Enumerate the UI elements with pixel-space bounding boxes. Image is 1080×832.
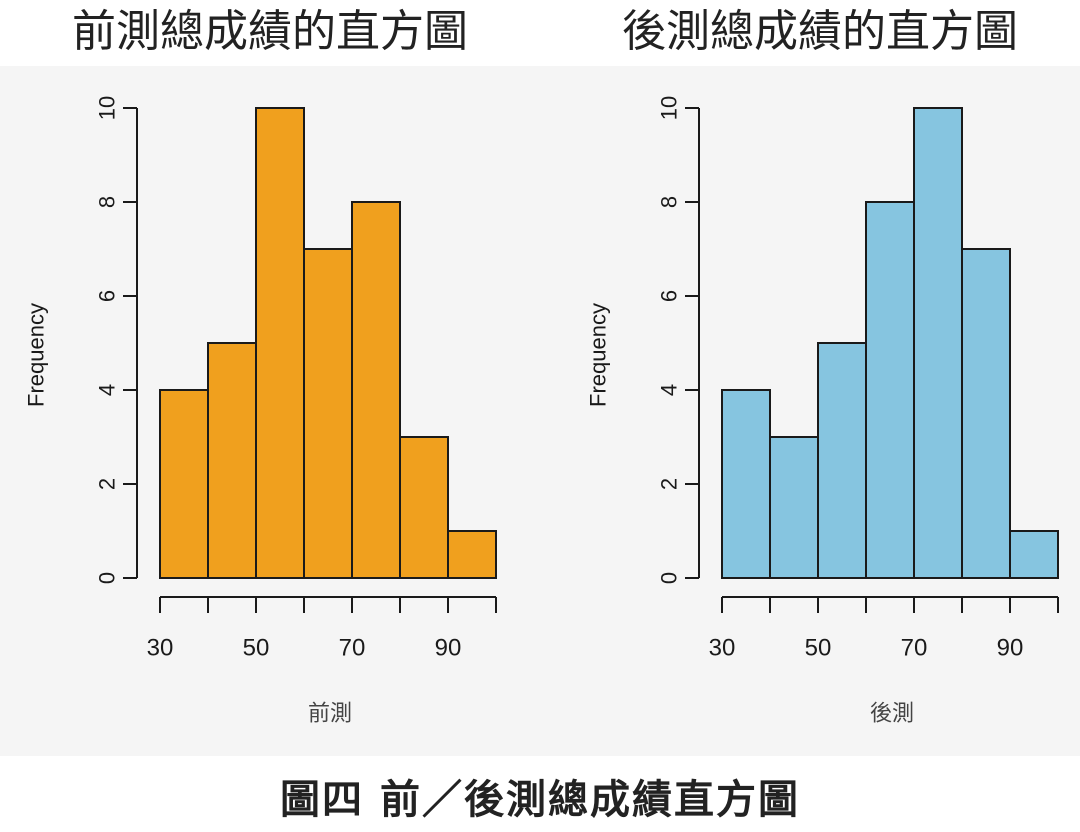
right-bar-70-80	[913, 107, 963, 579]
left-y-tick-label-10: 10	[95, 96, 120, 120]
left-bar-80-90	[399, 436, 449, 579]
left-bar-40-50	[207, 342, 257, 579]
right-y-tick-label-6: 6	[657, 290, 682, 302]
left-y-tick-label-2: 2	[95, 478, 120, 490]
right-x-axis-label: 後測	[870, 702, 914, 727]
right-y-tick-label-2: 2	[657, 478, 682, 490]
right-x-tick-label-70: 70	[901, 635, 928, 662]
left-chart-title: 前測總成績的直方圖	[72, 6, 468, 57]
left-x-axis-label: 前測	[308, 702, 352, 727]
right-bar-50-60	[817, 342, 867, 579]
left-y-tick-label-8: 8	[95, 196, 120, 208]
right-bar-30-40	[721, 389, 771, 579]
right-y-tick-label-8: 8	[657, 196, 682, 208]
left-bar-50-60	[255, 107, 305, 579]
right-y-tick-label-10: 10	[657, 96, 682, 120]
left-bar-30-40	[159, 389, 209, 579]
left-bar-90-100	[447, 530, 497, 579]
right-bar-40-50	[769, 436, 819, 579]
right-x-tick-label-90: 90	[997, 635, 1024, 662]
left-y-tick-label-6: 6	[95, 290, 120, 302]
right-bar-80-90	[961, 248, 1011, 579]
figure-caption: 圖四 前／後測總成績直方圖	[280, 777, 800, 823]
right-x-tick-label-30: 30	[709, 635, 736, 662]
right-bar-60-70	[865, 201, 915, 579]
left-x-tick-label-30: 30	[147, 635, 174, 662]
left-y-tick-label-0: 0	[95, 572, 120, 584]
left-x-tick-label-90: 90	[435, 635, 462, 662]
right-x-tick-label-50: 50	[805, 635, 832, 662]
left-y-axis-label: Frequency	[24, 303, 49, 407]
left-x-tick-label-70: 70	[339, 635, 366, 662]
left-bar-70-80	[351, 201, 401, 579]
right-chart-title: 後測總成績的直方圖	[622, 6, 1018, 57]
right-bar-90-100	[1009, 530, 1059, 579]
left-y-tick-label-4: 4	[95, 384, 120, 396]
left-bar-60-70	[303, 248, 353, 579]
right-y-tick-label-4: 4	[657, 384, 682, 396]
left-x-tick-label-50: 50	[243, 635, 270, 662]
right-y-axis-label: Frequency	[586, 303, 611, 407]
right-y-tick-label-0: 0	[657, 572, 682, 584]
